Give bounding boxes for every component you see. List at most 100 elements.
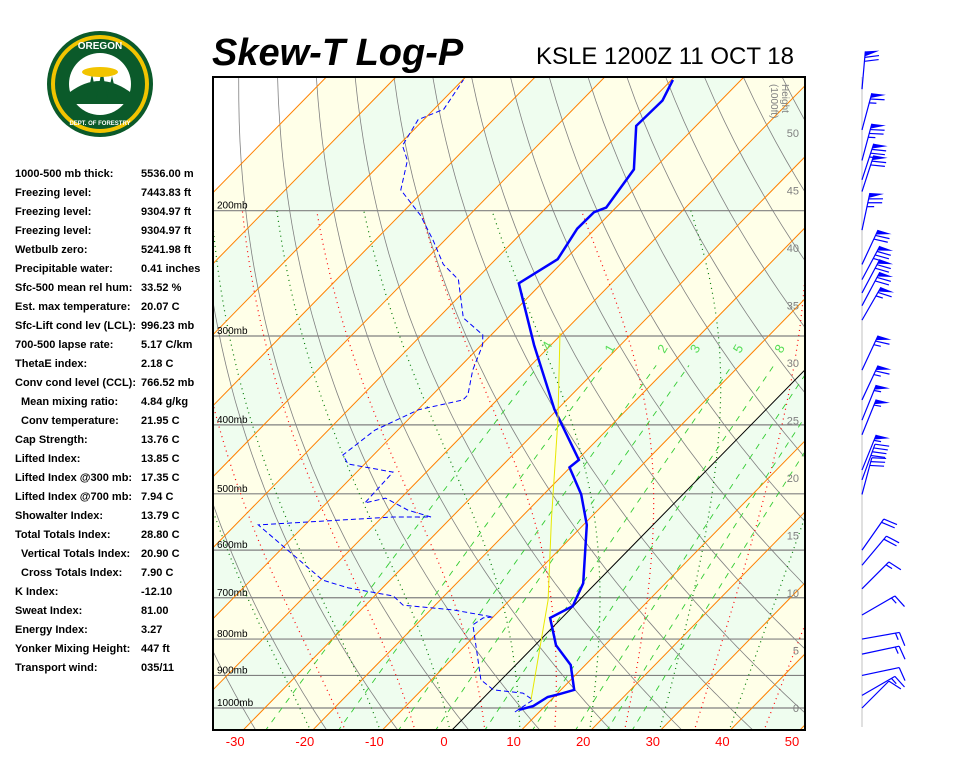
barb-full bbox=[870, 128, 885, 131]
barb-full bbox=[871, 457, 887, 460]
plot-area: .4 1 2 3 5 8Height(1000ft)0510152025303540455… bbox=[213, 77, 960, 732]
dry-adiabat bbox=[587, 77, 805, 459]
index-label: ThetaE index: bbox=[15, 358, 88, 370]
moist-adiabat bbox=[363, 210, 521, 730]
barb-full bbox=[872, 451, 887, 455]
index-value: 28.80 C bbox=[141, 529, 180, 541]
moist-adiabat bbox=[491, 210, 601, 730]
wind-barb bbox=[861, 645, 906, 660]
height-axis-units: (1000ft) bbox=[768, 84, 779, 118]
index-label: Lifted Index @700 mb: bbox=[15, 491, 133, 503]
index-value: 17.35 C bbox=[141, 472, 180, 484]
wind-barb bbox=[861, 457, 887, 495]
height-tick-label: 30 bbox=[787, 358, 799, 370]
dry-adiabat bbox=[393, 77, 754, 730]
barb-pennant bbox=[874, 434, 890, 440]
temperature-tick-label: 50 bbox=[785, 734, 799, 749]
index-value: 7.94 C bbox=[141, 491, 174, 503]
barb-full bbox=[870, 152, 885, 156]
pressure-label: 1000mb bbox=[217, 698, 254, 709]
index-value: 7443.83 ft bbox=[141, 187, 192, 199]
dry-adiabat bbox=[213, 299, 399, 730]
dry-adiabat bbox=[626, 77, 805, 394]
barb-staff bbox=[861, 443, 876, 481]
barb-pennant bbox=[872, 143, 888, 149]
wind-barb bbox=[861, 518, 898, 551]
barb-staff bbox=[861, 93, 873, 131]
wind-barb bbox=[861, 595, 905, 616]
isotherm bbox=[213, 77, 606, 478]
wind-barb bbox=[861, 245, 894, 280]
wind-barb bbox=[861, 434, 890, 471]
wind-barb bbox=[861, 143, 888, 181]
index-value: 5536.00 m bbox=[141, 168, 194, 180]
barb-half bbox=[873, 439, 882, 443]
barb-staff bbox=[861, 535, 887, 566]
wind-barb bbox=[861, 123, 886, 161]
mixing-ratio-line bbox=[532, 365, 775, 730]
isotherm bbox=[312, 227, 805, 730]
barb-half bbox=[890, 677, 897, 685]
pressure-label: 300mb bbox=[217, 326, 248, 337]
isotherm bbox=[213, 77, 466, 336]
height-tick-label: 20 bbox=[787, 473, 799, 485]
isotherm bbox=[213, 77, 745, 620]
wind-barb bbox=[861, 93, 886, 131]
height-tick-label: 15 bbox=[787, 531, 799, 543]
barb-full bbox=[870, 460, 886, 463]
barb-half bbox=[873, 373, 881, 377]
barb-staff bbox=[861, 645, 900, 655]
temperature-tick-label: -20 bbox=[295, 734, 314, 749]
wind-barb bbox=[861, 561, 902, 590]
index-label: Sweat Index: bbox=[15, 605, 83, 617]
dry-adiabat bbox=[238, 77, 470, 730]
dry-adiabat bbox=[938, 78, 960, 732]
index-value: 447 ft bbox=[141, 643, 170, 655]
pressure-label: 600mb bbox=[217, 540, 248, 551]
wind-barb bbox=[861, 286, 895, 321]
index-label: Conv temperature: bbox=[21, 415, 119, 427]
barb-pennant bbox=[874, 384, 890, 390]
index-label: Sfc-Lift cond lev (LCL): bbox=[15, 320, 136, 332]
mixing-ratio-line bbox=[398, 365, 657, 730]
barb-full bbox=[864, 58, 879, 62]
wind-barb bbox=[861, 666, 906, 681]
barb-staff bbox=[861, 192, 871, 231]
temperature-tick-label: -30 bbox=[226, 734, 245, 749]
isotherm bbox=[382, 298, 805, 730]
barb-half bbox=[873, 389, 882, 393]
barb-pennant bbox=[874, 399, 890, 405]
index-label: Precipitable water: bbox=[15, 263, 113, 275]
index-label: Energy Index: bbox=[15, 624, 88, 636]
barb-full bbox=[876, 276, 891, 282]
barb-staff bbox=[861, 143, 875, 181]
temperature-tick-label: 10 bbox=[506, 734, 520, 749]
barb-full bbox=[883, 538, 897, 547]
index-label: Wetbulb zero: bbox=[15, 244, 88, 256]
barb-pennant bbox=[877, 246, 894, 251]
height-tick-label: 10 bbox=[787, 588, 799, 600]
zero-isotherm bbox=[451, 369, 805, 730]
barb-full bbox=[874, 280, 890, 286]
station-time-label: KSLE 1200Z 11 OCT 18 bbox=[536, 43, 794, 70]
barb-full bbox=[875, 340, 890, 345]
index-label: Showalter Index: bbox=[15, 510, 104, 522]
wind-barb bbox=[861, 384, 890, 421]
isotherm bbox=[660, 582, 805, 730]
index-label: Conv cond level (CCL): bbox=[15, 377, 137, 389]
barb-full bbox=[869, 464, 885, 467]
index-label: Freezing level: bbox=[15, 225, 92, 237]
barb-staff bbox=[861, 595, 896, 616]
barb-half bbox=[894, 632, 899, 641]
index-value: 5241.98 ft bbox=[141, 244, 192, 256]
barb-full bbox=[877, 291, 892, 298]
barb-full bbox=[881, 521, 895, 529]
wind-barb bbox=[861, 50, 880, 90]
isotherm bbox=[521, 440, 805, 730]
index-label: Freezing level: bbox=[15, 187, 92, 199]
barb-staff bbox=[861, 123, 873, 161]
barb-pennant bbox=[877, 259, 894, 265]
barb-full bbox=[870, 164, 885, 168]
barb-full bbox=[875, 370, 890, 375]
